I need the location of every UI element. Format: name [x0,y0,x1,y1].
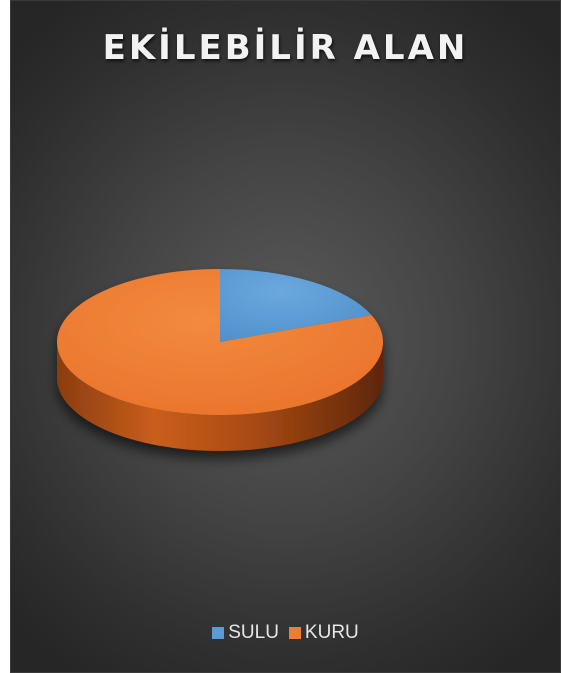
chart-title: EKİLEBİLİR ALAN [102,28,469,68]
legend-item-sulu: SULU [212,622,279,644]
pie-slice-sulu [220,269,372,342]
pie-slice-kuru [56,269,383,415]
legend-swatch-sulu [212,627,225,639]
legend-item-kuru: KURU [288,622,359,644]
legend-label-kuru: KURU [304,622,359,643]
pie-chart [56,269,383,451]
pie-side-wall [57,342,383,451]
legend: SULU KURU [10,622,561,644]
chart-area: EKİLEBİLİR ALAN [10,0,561,673]
legend-swatch-kuru [288,627,301,639]
legend-label-sulu: SULU [228,622,279,643]
